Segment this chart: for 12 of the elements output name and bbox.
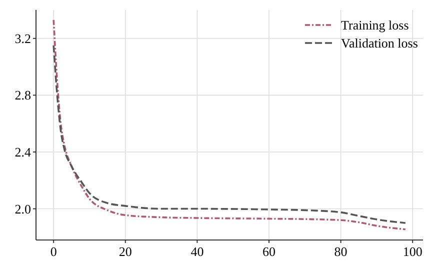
legend-label: Validation loss [341, 36, 418, 51]
x-tick-label: 20 [118, 244, 132, 259]
legend-label: Training loss [341, 18, 409, 33]
y-tick-label: 2.4 [14, 144, 32, 160]
x-tick-label: 80 [334, 244, 348, 259]
x-tick-label: 100 [402, 244, 422, 259]
y-tick-label: 2.8 [14, 88, 31, 103]
x-tick-label: 0 [50, 244, 57, 259]
y-tick-label: 3.2 [14, 30, 31, 46]
x-tick-label: 60 [262, 244, 276, 259]
y-tick-label: 2.0 [14, 201, 31, 216]
x-tick-label: 40 [190, 244, 204, 259]
